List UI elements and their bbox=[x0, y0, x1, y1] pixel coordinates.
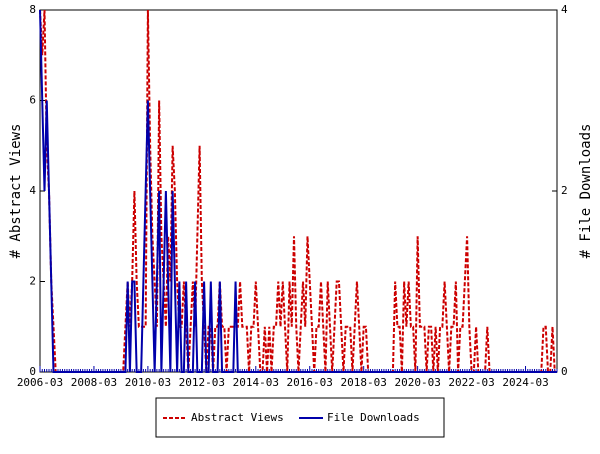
y2-tick-label: 4 bbox=[561, 3, 568, 16]
x-tick-label: 2014-03 bbox=[233, 376, 279, 389]
x-tick-label: 2024-03 bbox=[502, 376, 548, 389]
y-axis-label: # Abstract Views bbox=[8, 124, 24, 259]
x-tick-label: 2018-03 bbox=[341, 376, 387, 389]
y-tick-label: 8 bbox=[29, 3, 36, 16]
y-tick-label: 6 bbox=[29, 94, 36, 107]
y2-tick-label: 2 bbox=[561, 184, 568, 197]
x-tick-label: 2006-03 bbox=[17, 376, 63, 389]
x-tick-label: 2022-03 bbox=[448, 376, 494, 389]
plot-frame bbox=[39, 9, 558, 373]
x-tick-label: 2016-03 bbox=[287, 376, 333, 389]
x-tick-label: 2010-03 bbox=[125, 376, 171, 389]
x-tick-label: 2020-03 bbox=[394, 376, 440, 389]
y2-tick-label: 0 bbox=[561, 365, 568, 378]
series-line bbox=[39, 9, 557, 373]
y-tick-label: 4 bbox=[29, 184, 36, 197]
y-tick-label: 0 bbox=[29, 365, 36, 378]
legend-label: Abstract Views bbox=[191, 411, 284, 424]
legend-label: File Downloads bbox=[327, 411, 420, 424]
x-tick-label: 2008-03 bbox=[71, 376, 117, 389]
y-tick-label: 2 bbox=[29, 275, 36, 288]
series-line bbox=[39, 9, 557, 373]
x-tick-label: 2012-03 bbox=[179, 376, 225, 389]
y2-axis-label: # File Downloads bbox=[578, 124, 594, 259]
